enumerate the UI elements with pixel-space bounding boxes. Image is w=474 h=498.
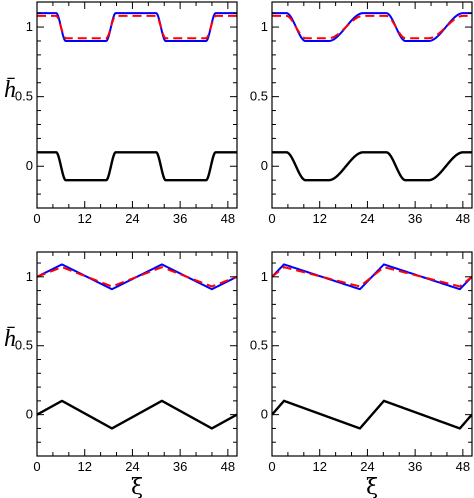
series-line-2 xyxy=(272,151,472,182)
x-tick-label: 48 xyxy=(221,211,235,226)
series-line-2 xyxy=(37,399,237,430)
y-tick-label: 0.5 xyxy=(15,338,33,353)
x-tick-label: 12 xyxy=(312,211,326,226)
plot-frame xyxy=(36,1,238,209)
series-line-0 xyxy=(272,12,472,42)
y-tick-label: 0.5 xyxy=(250,338,268,353)
x-tick-label: 36 xyxy=(173,459,187,474)
x-tick-label: 36 xyxy=(408,211,422,226)
x-tick-label: 24 xyxy=(125,211,139,226)
y-tick-label: 0.5 xyxy=(250,89,268,104)
y-axis-label: h̄ xyxy=(4,326,16,352)
x-tick-label: 24 xyxy=(360,211,374,226)
chart-panel-bottom-right: 0 12 24 36 48 0 0.5 1 ξ xyxy=(250,251,473,498)
series-line-0 xyxy=(37,263,237,291)
y-tick-label: 1 xyxy=(26,269,33,284)
y-tick-label: 1 xyxy=(261,19,268,34)
x-tick-label: 0 xyxy=(33,459,40,474)
x-tick-label: 12 xyxy=(77,459,91,474)
x-tick-label: 36 xyxy=(408,459,422,474)
x-tick-label: 48 xyxy=(221,459,235,474)
x-tick-label: 48 xyxy=(456,211,470,226)
series-line-0 xyxy=(37,12,237,42)
plot-frame xyxy=(36,251,238,457)
chart-panel-top-left: 0 12 24 36 48 0 0.5 1 h̄ xyxy=(4,1,238,226)
series-line-1 xyxy=(37,14,237,40)
x-tick-label: 0 xyxy=(33,211,40,226)
y-tick-label: 1 xyxy=(26,19,33,34)
y-tick-label: 0 xyxy=(26,407,33,422)
series-line-2 xyxy=(37,151,237,182)
series-line-1 xyxy=(37,266,237,288)
y-axis-label: h̄ xyxy=(4,77,16,103)
x-tick-label: 48 xyxy=(456,459,470,474)
x-tick-label: 12 xyxy=(77,211,91,226)
x-tick-label: 24 xyxy=(125,459,139,474)
x-tick-label: 0 xyxy=(268,211,275,226)
y-tick-label: 1 xyxy=(261,269,268,284)
y-tick-label: 0 xyxy=(26,158,33,173)
chart-panel-top-right: 0 12 24 36 48 0 0.5 1 xyxy=(250,1,473,226)
y-tick-label: 0 xyxy=(261,407,268,422)
x-tick-label: 36 xyxy=(173,211,187,226)
y-tick-label: 0.5 xyxy=(15,89,33,104)
plot-frame xyxy=(271,251,473,457)
x-tick-label: 0 xyxy=(268,459,275,474)
series-line-2 xyxy=(272,399,472,430)
series-line-0 xyxy=(272,263,472,291)
x-tick-label: 12 xyxy=(312,459,326,474)
y-tick-label: 0 xyxy=(261,158,268,173)
x-tick-label: 24 xyxy=(360,459,374,474)
chart-panel-bottom-left: 0 12 24 36 48 0 0.5 1 h̄ ξ xyxy=(4,251,238,498)
x-axis-label: ξ xyxy=(366,475,378,498)
plot-frame xyxy=(271,1,473,209)
x-axis-label: ξ xyxy=(131,475,143,498)
series-line-1 xyxy=(272,14,472,40)
